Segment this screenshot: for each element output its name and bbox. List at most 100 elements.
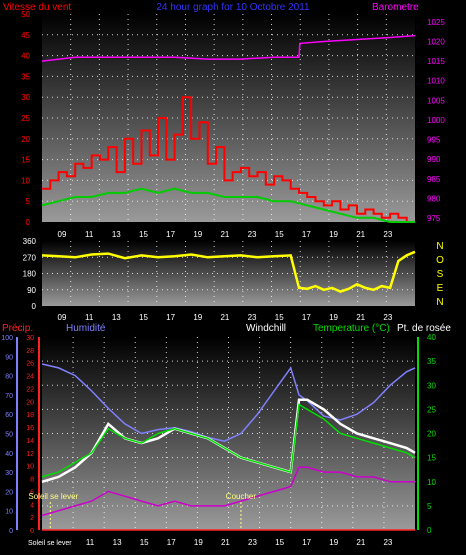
x-tick-label: 15 [275, 538, 284, 547]
precip-tick-label: 30 [5, 470, 13, 477]
compass-letter: N [436, 241, 443, 252]
humidity-tick-label: 4 [30, 502, 34, 509]
wind-tick-label: 30 [21, 93, 30, 102]
barometer-tick-label: 1010 [427, 77, 445, 86]
dewpoint-axis-title: Pt. de rosée [397, 323, 451, 334]
x-tick-label: 13 [112, 313, 121, 322]
wind-tick-label: 50 [21, 10, 30, 19]
x-tick-label: 17 [166, 230, 175, 239]
barometer-tick-label: 1005 [427, 96, 445, 105]
wind-tick-label: 35 [21, 72, 30, 81]
x-tick-label: 23 [383, 538, 392, 547]
barometer-tick-label: 985 [427, 175, 441, 184]
humidity-tick-label: 30 [26, 335, 34, 342]
barometer-tick-label: 1000 [427, 116, 445, 125]
wind-tick-label: 0 [26, 218, 31, 227]
barometer-tick-label: 990 [427, 155, 441, 164]
x-tick-label: 21 [356, 313, 365, 322]
wind-tick-label: 25 [21, 114, 30, 123]
x-tick-label: 13 [113, 538, 122, 547]
barometer-axis-title: Barometre [372, 2, 419, 13]
x-tick-label: 15 [140, 538, 149, 547]
x-tick-label: 23 [248, 538, 257, 547]
wind-tick-label: 40 [21, 52, 30, 61]
x-tick-label: 17 [302, 313, 311, 322]
humidity-axis-title: Humidité [66, 323, 106, 334]
barometer-tick-label: 1015 [427, 57, 445, 66]
humidity-tick-label: 8 [30, 477, 34, 484]
temperature-axis-title: Temperature (°C) [313, 323, 390, 334]
x-tick-label: 15 [139, 313, 148, 322]
x-tick-label: 23 [248, 230, 257, 239]
x-tick-label: 21 [220, 230, 229, 239]
humidity-tick-label: 26 [26, 361, 34, 368]
barometer-tick-label: 1025 [427, 18, 445, 27]
x-tick-label: 21 [356, 538, 365, 547]
humidity-tick-label: 22 [26, 386, 34, 393]
x-tick-label: 15 [275, 313, 284, 322]
x-tick-label: 17 [302, 538, 311, 547]
humidity-tick-label: 28 [26, 348, 34, 355]
precip-axis-title: Précip. [2, 323, 33, 334]
temperature-tick-label: 35 [427, 357, 436, 366]
x-tick-label: 23 [248, 313, 257, 322]
x-tick-label: 19 [329, 313, 338, 322]
x-tick-label: 17 [166, 313, 175, 322]
x-tick-label: 19 [193, 313, 202, 322]
wind-tick-label: 20 [21, 135, 30, 144]
barometer-tick-label: 980 [427, 194, 441, 203]
windchill-axis-title: Windchill [246, 323, 286, 334]
compass-letter: N [436, 297, 443, 308]
direction-tick-label: 360 [23, 237, 37, 246]
humidity-tick-label: 16 [26, 425, 34, 432]
barometer-tick-label: 1020 [427, 37, 445, 46]
humidity-tick-label: 2 [30, 515, 34, 522]
x-tick-label: 21 [356, 230, 365, 239]
precip-tick-label: 90 [5, 354, 13, 361]
wind-speed-line [42, 96, 415, 223]
precip-tick-label: 50 [5, 432, 13, 439]
barometer-line [41, 34, 416, 62]
x-tick-label: 23 [383, 230, 392, 239]
x-tick-label: 17 [302, 230, 311, 239]
barometer-tick-label: 975 [427, 214, 441, 223]
precip-tick-label: 70 [5, 393, 13, 400]
humidity-line [41, 363, 416, 442]
x-tick-label: 11 [86, 538, 95, 547]
x-tick-label: 19 [194, 538, 203, 547]
x-tick-label: 21 [220, 313, 229, 322]
humidity-tick-label: 10 [26, 464, 34, 471]
humidity-tick-label: 14 [26, 438, 34, 445]
x-tick-label: 09 [58, 230, 67, 239]
precip-tick-label: 0 [9, 528, 13, 535]
humidity-tick-label: 12 [26, 451, 34, 458]
sunset-label: Coucher [226, 492, 257, 501]
x-tick-label: 13 [112, 230, 121, 239]
direction-tick-label: 180 [23, 270, 37, 279]
x-tick-label: 15 [275, 230, 284, 239]
x-tick-label: 19 [329, 230, 338, 239]
temperature-tick-label: 0 [427, 526, 432, 535]
temperature-tick-label: 5 [427, 502, 432, 511]
x-tick-label: 21 [221, 538, 230, 547]
first-x-label: Soleil se lever [28, 540, 72, 547]
wind-direction-line [41, 250, 416, 293]
compass-letter: O [436, 255, 444, 266]
sunrise-label: Soleil se lever [28, 492, 78, 501]
precip-tick-label: 20 [5, 489, 13, 496]
wind-tick-label: 45 [21, 31, 30, 40]
wind-tick-label: 10 [21, 176, 30, 185]
precip-tick-label: 40 [5, 451, 13, 458]
humidity-tick-label: 24 [26, 374, 34, 381]
x-tick-label: 17 [167, 538, 176, 547]
x-tick-label: 11 [85, 230, 94, 239]
precip-tick-label: 10 [5, 509, 13, 516]
x-tick-label: 23 [383, 313, 392, 322]
dewpoint-line [41, 466, 415, 517]
x-tick-label: 15 [139, 230, 148, 239]
gust-line [41, 187, 415, 223]
direction-tick-label: 0 [32, 302, 37, 311]
precip-tick-label: 100 [1, 335, 13, 342]
direction-tick-label: 270 [23, 253, 37, 262]
